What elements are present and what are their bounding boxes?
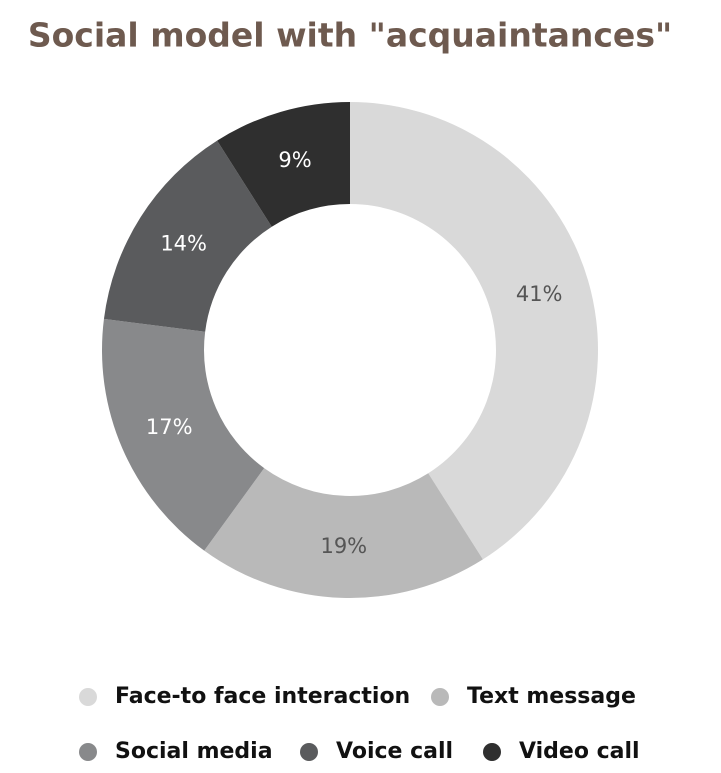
legend-label: Video call bbox=[519, 739, 640, 764]
data-label: 41% bbox=[516, 282, 563, 306]
legend-marker bbox=[431, 688, 449, 706]
donut-segment bbox=[101, 318, 265, 551]
donut-segment bbox=[217, 102, 350, 227]
data-label: 17% bbox=[146, 415, 193, 439]
legend-marker bbox=[79, 688, 97, 706]
legend-marker bbox=[79, 743, 97, 761]
donut-segment bbox=[350, 102, 598, 560]
data-label: 9% bbox=[278, 148, 311, 172]
legend-label: Social media bbox=[115, 739, 273, 764]
chart-title: Social model with "acquaintances" bbox=[28, 16, 672, 55]
legend-label: Voice call bbox=[336, 739, 453, 764]
donut-segment bbox=[103, 140, 272, 332]
data-label: 14% bbox=[160, 231, 207, 255]
donut-segment bbox=[204, 468, 483, 598]
legend-label: Face-to face interaction bbox=[115, 684, 410, 709]
legend-marker bbox=[300, 743, 318, 761]
legend-label: Text message bbox=[467, 684, 636, 709]
legend-marker bbox=[483, 743, 501, 761]
data-label: 19% bbox=[320, 534, 367, 558]
